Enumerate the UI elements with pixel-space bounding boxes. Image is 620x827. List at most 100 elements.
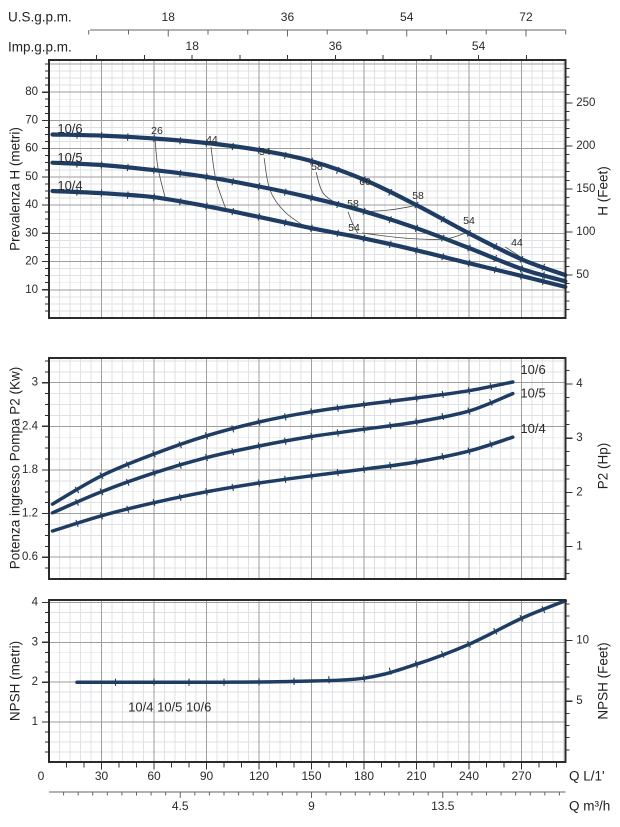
right-tick-label: 50 <box>576 269 589 281</box>
left-tick-label: 30 <box>25 227 38 239</box>
m3h-tick-label: 9 <box>308 799 315 813</box>
lmin-tick-label: 90 <box>200 769 214 783</box>
curve-point-ticks <box>75 440 493 527</box>
axis-ticks <box>42 360 573 575</box>
us-gpm-tick-label: 54 <box>400 10 414 24</box>
curves <box>50 380 515 533</box>
curve-label-10-4: 10/4 <box>57 178 82 193</box>
left-tick-label: 20 <box>25 256 38 268</box>
left-tick-label: 0.6 <box>22 551 38 563</box>
right-tick-label: 200 <box>576 140 595 152</box>
top-flow-axes: 18 36 54 72 18 36 54 <box>88 10 567 53</box>
lmin-tick-label: 240 <box>459 769 479 783</box>
efficiency-label: 60 <box>359 176 371 188</box>
right-tick-label: 5 <box>576 695 582 707</box>
efficiency-label: 54 <box>463 215 475 227</box>
m3h-tick-label: 4.5 <box>172 799 189 813</box>
grid <box>49 600 566 762</box>
plot-border <box>48 59 567 319</box>
lmin-tick-label: 150 <box>301 769 321 783</box>
right-tick-label: 4 <box>576 378 583 390</box>
efficiency-label: 58 <box>311 161 323 173</box>
lmin-tick-label: 210 <box>406 769 426 783</box>
lmin-tick-label: 0 <box>38 769 45 783</box>
left-tick-label: 80 <box>25 86 38 98</box>
imp-gpm-tick-label: 36 <box>329 39 343 53</box>
right-tick-label: 3 <box>576 432 582 444</box>
curve-10-5 <box>50 391 515 515</box>
head-left-axis-title: Prevalenza H (metri) <box>7 127 23 251</box>
lmin-tick-label: 60 <box>147 769 161 783</box>
npsh-right-axis-title: NPSH (Feet) <box>595 642 611 720</box>
imp-gpm-tick-label: 54 <box>472 39 486 53</box>
efficiency-label: 58 <box>347 198 359 210</box>
curve-point-ticks <box>114 606 546 686</box>
right-tick-label: 250 <box>576 97 595 109</box>
curve-10-4-10-5-10-6 <box>75 599 568 684</box>
us-gpm-tick-label: 72 <box>519 10 533 24</box>
head-right-axis-title: H (Feet) <box>595 166 611 216</box>
grid <box>49 358 566 579</box>
flow-lmin-axis-title: Q L/1' <box>569 768 605 784</box>
efficiency-label: 54 <box>348 222 360 234</box>
left-tick-label: 2.4 <box>22 420 39 432</box>
imp-gpm-axis-title: Imp.g.p.m. <box>8 39 72 55</box>
efficiency-label: 54 <box>259 146 271 158</box>
curve-label-10-5: 10/5 <box>57 150 82 165</box>
axis-ticks <box>42 601 573 770</box>
right-tick-label: 2 <box>576 486 582 498</box>
flow-m3h-axis-title: Q m³/h <box>569 798 611 814</box>
efficiency-label: 26 <box>151 125 163 137</box>
imp-gpm-tick-label: 18 <box>186 39 200 53</box>
left-tick-label: 10 <box>25 284 38 296</box>
curve-point-ticks <box>76 131 546 271</box>
efficiency-label: 44 <box>206 134 218 146</box>
left-tick-label: 2 <box>32 676 38 688</box>
left-tick-label: 3 <box>32 377 38 389</box>
left-tick-label: 40 <box>25 199 38 211</box>
efficiency-label: 44 <box>511 237 523 249</box>
curve-point-ticks <box>74 382 493 494</box>
us-gpm-axis-title: U.S.g.p.m. <box>8 9 72 25</box>
plot-border <box>48 599 567 763</box>
left-tick-label: 3 <box>32 636 38 648</box>
lmin-tick-label: 270 <box>511 769 531 783</box>
curve-label-10-4: 10/4 <box>520 421 545 436</box>
curve-point-ticks <box>76 160 545 279</box>
left-tick-label: 70 <box>25 114 38 126</box>
right-tick-label: 150 <box>576 183 595 195</box>
lmin-tick-label: 180 <box>354 769 374 783</box>
power-left-axis-title: Potenza ingresso Pompa P2 (Kw) <box>7 366 23 570</box>
curve-label-10-5: 10/5 <box>520 385 545 400</box>
left-tick-label: 1.8 <box>22 464 38 476</box>
efficiency-label: 58 <box>412 190 424 202</box>
left-tick-label: 1 <box>32 716 38 728</box>
grid <box>49 60 566 318</box>
curve-label-10-6: 10/6 <box>520 362 545 377</box>
curve-label-10-4-10-5-10-6: 10/4 10/5 10/6 <box>128 699 211 714</box>
left-tick-label: 4 <box>32 596 39 608</box>
curve-point-ticks <box>76 188 545 286</box>
m3h-tick-label: 13.5 <box>431 799 455 813</box>
curve-point-ticks <box>75 398 493 506</box>
power-curves-chart: 10/6 10/5 10/4 0.6 1.2 1.8 2.4 3 1 2 3 4 <box>22 357 583 580</box>
us-gpm-tick-label: 18 <box>162 10 176 24</box>
lmin-tick-label: 30 <box>95 769 109 783</box>
left-tick-label: 50 <box>25 171 38 183</box>
curves <box>50 131 568 289</box>
plot-border <box>48 357 567 580</box>
head-curves-chart: 10/610/510/42644545860585854544410203040… <box>25 55 595 319</box>
axis-ticks <box>42 55 573 312</box>
lmin-tick-label: 120 <box>249 769 269 783</box>
curve-label-10-6: 10/6 <box>57 121 82 136</box>
right-tick-label: 100 <box>576 226 595 238</box>
left-tick-label: 1.2 <box>22 508 38 520</box>
npsh-curve-chart: 10/4 10/5 10/6 1 2 3 4 5 10 <box>32 596 589 770</box>
bottom-flow-axes: 0 30 60 90 120 150 180 210 240 270 4.5 9 13.5 <box>38 769 566 813</box>
npsh-left-axis-title: NPSH (metri) <box>7 640 23 722</box>
left-tick-label: 60 <box>25 143 38 155</box>
right-tick-label: 10 <box>576 634 589 646</box>
